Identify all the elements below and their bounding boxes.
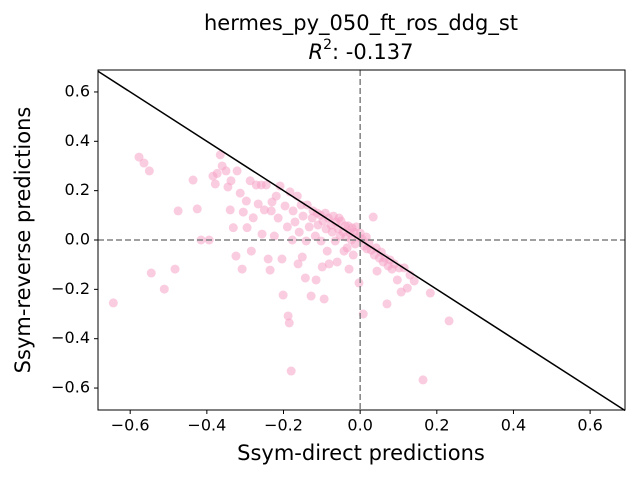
y-tick-label: 0.4 [65, 131, 90, 150]
point [311, 275, 321, 285]
point [344, 264, 354, 274]
point [221, 166, 231, 176]
chart-subtitle: R2: -0.137 [309, 37, 414, 64]
point [300, 273, 310, 283]
point [392, 275, 402, 285]
point [246, 246, 256, 256]
point [228, 223, 238, 233]
point [108, 298, 118, 308]
y-tick-label: −0.6 [51, 378, 90, 397]
point [173, 206, 183, 216]
point [316, 236, 326, 246]
point [290, 217, 300, 227]
point [134, 152, 144, 162]
point [231, 251, 241, 261]
point [280, 201, 290, 211]
point [241, 196, 251, 206]
x-tick-label: −0.6 [111, 416, 150, 435]
point [409, 276, 419, 286]
point [212, 168, 222, 178]
point [350, 239, 360, 249]
point [306, 291, 316, 301]
x-tick-label: 0.2 [424, 416, 449, 435]
point [332, 257, 342, 267]
diagonal-line [97, 70, 626, 412]
point [342, 243, 352, 253]
point [266, 206, 276, 216]
x-tick-label: 0.4 [501, 416, 526, 435]
point [283, 311, 293, 321]
y-axis-label: Ssym-reverse predictions [11, 107, 35, 374]
point [277, 254, 287, 264]
point [298, 211, 308, 221]
point [188, 175, 198, 185]
point [286, 366, 296, 376]
point [301, 236, 311, 246]
point [444, 316, 454, 326]
point [278, 290, 288, 300]
point [354, 278, 364, 288]
point [348, 250, 358, 260]
point [288, 206, 298, 216]
chart-title: hermes_py_050_ft_ros_ddg_st [204, 11, 518, 36]
point [269, 231, 279, 241]
point [144, 166, 154, 176]
x-tick-label: −0.2 [264, 416, 303, 435]
point [253, 199, 263, 209]
point [402, 283, 412, 293]
point [368, 212, 378, 222]
point [273, 213, 283, 223]
x-tick-label: 0.6 [577, 416, 602, 435]
point [242, 223, 252, 233]
point [293, 259, 303, 269]
point [372, 266, 382, 276]
point [418, 375, 428, 385]
point [358, 309, 368, 319]
point [425, 288, 435, 298]
point [263, 254, 273, 264]
point [232, 166, 242, 176]
point [238, 207, 248, 217]
point [284, 318, 294, 328]
point [139, 158, 149, 168]
point [237, 264, 247, 274]
point [210, 179, 220, 189]
point [294, 227, 304, 237]
point [317, 262, 327, 272]
point [322, 246, 332, 256]
point [226, 176, 236, 186]
point [319, 294, 329, 304]
subtitle-rest: : -0.137 [332, 40, 413, 64]
point [265, 265, 275, 275]
y-tick-label: 0.0 [65, 230, 90, 249]
point [297, 252, 307, 262]
subtitle-sup: 2 [323, 37, 332, 53]
point [159, 284, 169, 294]
point [235, 188, 245, 198]
point [170, 264, 180, 274]
point [324, 259, 334, 269]
y-tick-label: −0.2 [51, 279, 90, 298]
point [192, 204, 202, 214]
point [146, 268, 156, 278]
point [271, 191, 281, 201]
point [225, 205, 235, 215]
point [382, 299, 392, 309]
point [248, 213, 258, 223]
y-tick-label: −0.4 [51, 328, 90, 347]
subtitle-base: R [309, 40, 324, 64]
point [259, 205, 269, 215]
point [282, 222, 292, 232]
point [257, 229, 267, 239]
point [261, 180, 271, 190]
x-axis-label: Ssym-direct predictions [237, 441, 485, 465]
point [215, 150, 225, 160]
point [275, 181, 285, 191]
point [304, 222, 314, 232]
y-tick-label: 0.2 [65, 180, 90, 199]
x-tick-label: −0.4 [187, 416, 226, 435]
x-tick-label: 0.0 [347, 416, 372, 435]
y-tick-label: 0.6 [65, 81, 90, 100]
